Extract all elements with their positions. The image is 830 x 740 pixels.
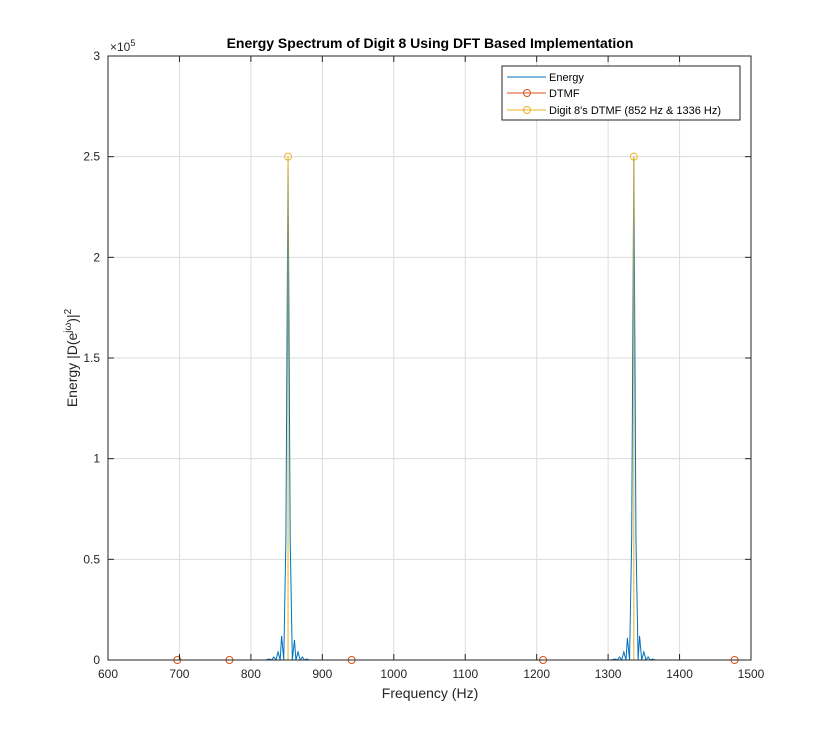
y-tick-label: 2.5	[83, 150, 100, 164]
chart-title: Energy Spectrum of Digit 8 Using DFT Bas…	[227, 35, 634, 51]
y-axis-exponent-base: ×10	[110, 40, 131, 54]
y-axis-label-superscript-2: 2	[63, 308, 74, 314]
y-axis-label-superscript: jω	[63, 323, 74, 334]
x-tick-label: 1300	[595, 667, 622, 681]
legend-entry-digit8: Digit 8's DTMF (852 Hz & 1336 Hz)	[549, 105, 721, 117]
y-axis-label-close: )|	[64, 314, 80, 322]
x-tick-label: 600	[98, 667, 118, 681]
digit8-dtmf-marker	[284, 152, 293, 161]
x-tick-label: 700	[169, 667, 189, 681]
y-axis-exponent-power: 5	[130, 38, 135, 48]
y-axis-label: Energy |D(ejω)|2	[63, 308, 80, 407]
x-tick-label: 1100	[452, 667, 478, 681]
x-tick-label: 1400	[666, 667, 693, 681]
grid-lines	[108, 56, 751, 660]
y-axis-exponent: ×105	[110, 38, 135, 54]
legend-entry-dtmf: DTMF	[549, 88, 580, 100]
legend-swatch-dtmf-marker	[523, 89, 531, 97]
x-tick-label: 900	[312, 667, 332, 681]
x-axis-ticks: 600 700 800 900 1000 1100 1200 1300 1400 1500	[98, 56, 765, 681]
y-tick-label: 3	[93, 49, 100, 63]
y-tick-label: 0	[93, 653, 100, 667]
x-tick-label: 1200	[523, 667, 550, 681]
y-tick-label: 1.5	[83, 351, 100, 365]
digit8-dtmf-marker	[629, 152, 638, 161]
legend-entry-energy: Energy	[549, 72, 584, 84]
legend-swatch-digit8-marker	[523, 106, 531, 114]
x-tick-label: 1500	[738, 667, 765, 681]
y-tick-label: 2	[93, 250, 100, 264]
x-tick-label: 1000	[380, 667, 407, 681]
y-tick-label: 0.5	[83, 552, 100, 566]
y-axis-label-prefix: Energy |D(e	[64, 333, 80, 408]
y-axis-ticks: 0 0.5 1 1.5 2 2.5 3	[83, 49, 751, 667]
x-tick-label: 800	[241, 667, 261, 681]
y-tick-label: 1	[93, 452, 100, 466]
legend: Energy DTMF Digit 8's DTMF (852 Hz & 133…	[501, 65, 741, 121]
x-axis-label: Frequency (Hz)	[382, 685, 478, 701]
